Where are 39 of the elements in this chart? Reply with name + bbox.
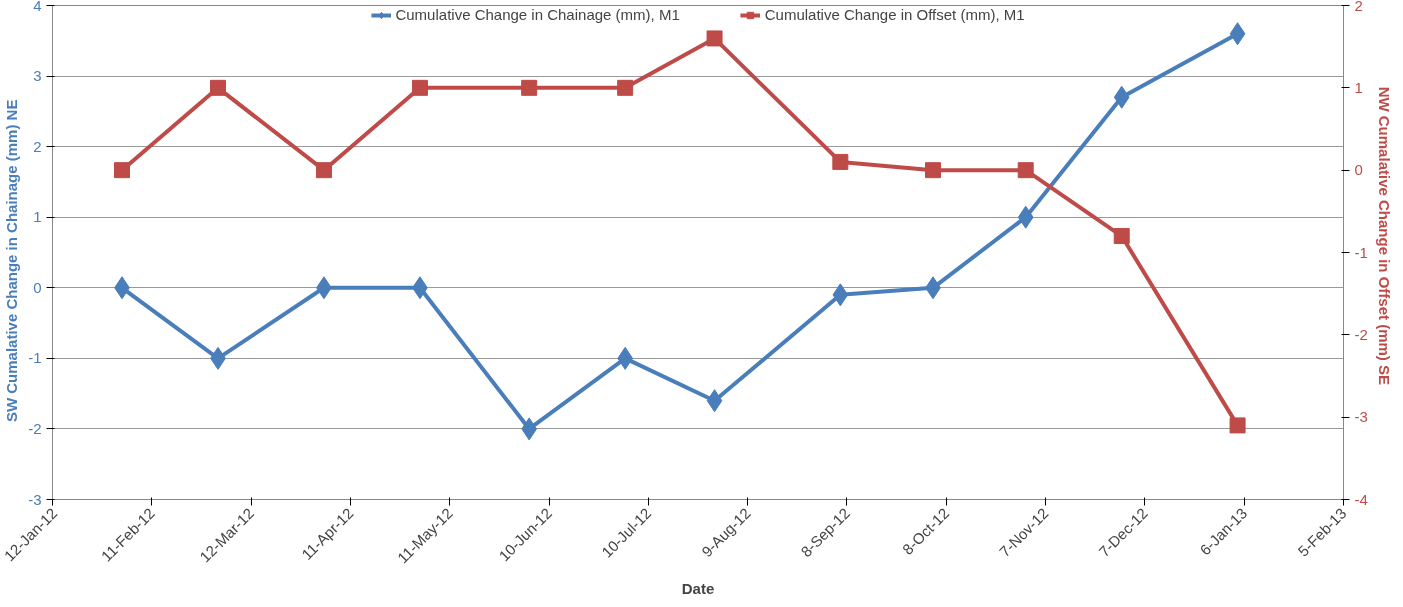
point xyxy=(617,79,634,96)
y-axis-title: SW Cumalative Change in Chainage (mm) NE xyxy=(3,99,21,423)
point xyxy=(1113,85,1130,109)
y-tick-label: 2 xyxy=(33,137,42,155)
point xyxy=(706,389,723,413)
legend-label: Cumulative Change in Offset (mm), M1 xyxy=(764,6,1025,23)
y-tick-label: 1 xyxy=(33,208,42,226)
y2-tick-label: -2 xyxy=(1354,325,1368,343)
y2-tick-label: -4 xyxy=(1354,490,1368,508)
point xyxy=(1229,22,1246,46)
point xyxy=(832,153,849,170)
point xyxy=(706,30,723,47)
y-tick-label: 0 xyxy=(33,278,42,296)
point xyxy=(617,346,634,370)
point xyxy=(521,417,538,441)
point xyxy=(521,79,538,96)
y2-tick-label: 1 xyxy=(1354,78,1363,96)
point xyxy=(411,79,428,96)
point xyxy=(315,162,332,179)
y2-axis-title: NW Cumalative Change in Offset (mm) SE xyxy=(1375,86,1393,386)
point xyxy=(1017,205,1034,229)
y2-tick-label: -3 xyxy=(1354,408,1368,426)
y-tick-label: 3 xyxy=(33,67,42,85)
y-tick-label: -2 xyxy=(28,419,42,437)
point xyxy=(925,162,942,179)
y2-tick-label: -1 xyxy=(1354,243,1368,261)
point xyxy=(1229,417,1246,434)
y-tick-label: -3 xyxy=(28,490,42,508)
y2-tick-label: 0 xyxy=(1354,161,1363,179)
point xyxy=(1113,228,1130,245)
point xyxy=(832,283,849,307)
y-tick-label: -1 xyxy=(28,349,42,367)
y2-tick-label: 2 xyxy=(1354,0,1363,14)
point xyxy=(210,79,227,96)
point xyxy=(114,162,131,179)
y-tick-label: 4 xyxy=(33,0,42,14)
legend-label: Cumulative Change in Chainage (mm), M1 xyxy=(395,6,680,23)
point xyxy=(1017,162,1034,179)
x-axis-title: Date xyxy=(681,580,715,598)
